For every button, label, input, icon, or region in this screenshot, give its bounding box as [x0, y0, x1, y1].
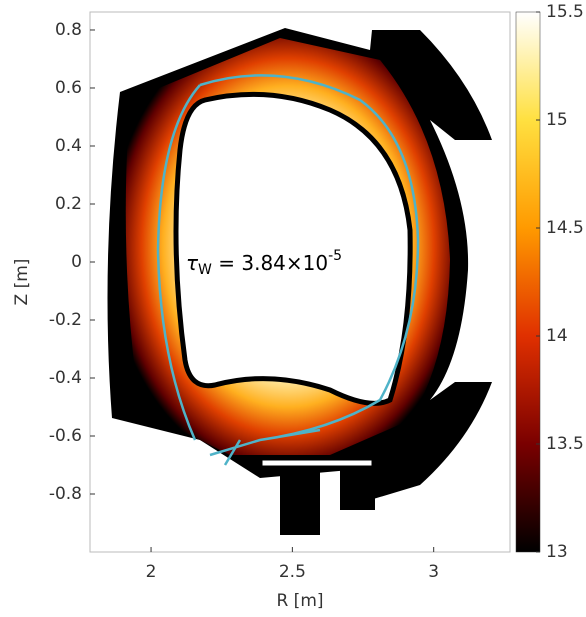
colorbar-tick-label: 14 [546, 326, 568, 346]
x-tick-label: 3 [428, 562, 439, 582]
y-tick-label: -0.6 [49, 426, 82, 446]
colorbar-tick-label: 15 [546, 110, 568, 130]
y-axis-label: Z [m] [12, 259, 32, 306]
colorbar-tick-label: 13 [546, 542, 568, 562]
plot-frame [89, 11, 511, 553]
heatmap-field [107, 28, 492, 535]
colorbar-tick-label: 13.5 [546, 434, 584, 454]
y-tick-label: -0.2 [49, 310, 82, 330]
y-tick-label: 0.6 [55, 78, 82, 98]
annotation: τW = 3.84×10-5 [186, 248, 342, 278]
y-tick-label: 0.2 [55, 194, 82, 214]
y-tick-label: 0.4 [55, 136, 82, 156]
y-tick-label: 0 [71, 252, 82, 272]
x-tick-label: 2.5 [279, 562, 306, 582]
x-axis-label: R [m] [276, 591, 323, 611]
separatrix [156, 74, 420, 466]
y-tick-label: -0.4 [49, 368, 82, 388]
colorbar [515, 11, 541, 553]
x-tick-label: 2 [146, 562, 157, 582]
colorbar-tick-label: 14.5 [546, 218, 584, 238]
y-tick-label: 0.8 [55, 20, 82, 40]
y-tick-label: -0.8 [49, 484, 82, 504]
colorbar-tick-label: 15.5 [546, 2, 584, 22]
